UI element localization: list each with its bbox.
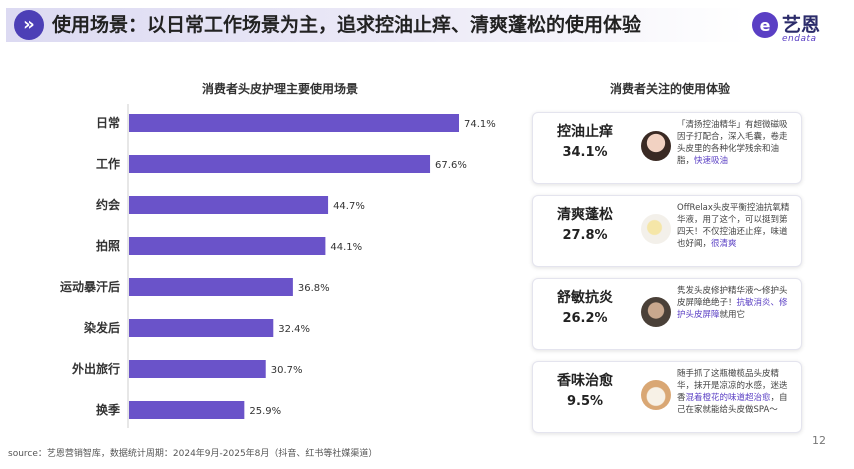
bar-value-label: 25.9% [249, 406, 281, 417]
experience-metric: 控油止痒 34.1% [537, 121, 633, 175]
category-label: 运动暴汗后 [60, 279, 120, 294]
bar-value-label: 30.7% [271, 365, 303, 376]
bar [129, 114, 459, 132]
quote-text: 「清扬控油精华」有超微磁吸因子打配合，深入毛囊，卷走头皮里的各种化学残余和油脂， [677, 120, 788, 166]
experience-metric: 舒敏抗炎 26.2% [537, 287, 633, 341]
experience-name: 清爽蓬松 [557, 207, 613, 223]
category-label: 工作 [96, 156, 120, 171]
experience-quote: 随手抓了这瓶橄榄品头皮精华，抹开是凉凉的水感，迷迭香混着橙花的味道超治愈，自己在… [677, 368, 795, 416]
quote-highlight: 快速吸油 [694, 156, 729, 166]
cat-icon [641, 380, 671, 410]
experience-card: 清爽蓬松 27.8% OffRelax头皮平衡控油抗氧精华液，用了这个，可以挺到第四… [532, 195, 802, 267]
bar-value-label: 67.6% [435, 160, 467, 171]
page-title: 使用场景：以日常工作场景为主，追求控油止痒、清爽蓬松的使用体验 [52, 14, 642, 36]
quote-highlight: 混着橙花的味道超治愈 [685, 393, 771, 403]
category-label: 日常 [96, 115, 120, 130]
quote-text: OffRelax头皮平衡控油抗氧精华液，用了这个，可以挺到第四天！不仅控油还止痒… [677, 203, 790, 249]
category-label: 约会 [96, 197, 121, 212]
quote-text: 隽发头皮修护精华液～修护头皮屏障绝绝子！ [677, 286, 788, 308]
experience-name: 香味治愈 [557, 373, 613, 389]
experience-value: 27.8% [562, 228, 608, 243]
bar [129, 360, 266, 378]
experience-quote: 「清扬控油精华」有超微磁吸因子打配合，深入毛囊，卷走头皮里的各种化学残余和油脂，… [677, 119, 795, 167]
category-label: 染发后 [83, 320, 120, 335]
quote-highlight: 很清爽 [711, 239, 737, 249]
quote-text: 随手抓了这瓶橄榄品头皮精华，抹开是凉凉的水感，迷迭香 [677, 369, 788, 403]
flower-icon [641, 214, 671, 244]
experience-name: 控油止痒 [557, 124, 613, 140]
experience-quote: 隽发头皮修护精华液～修护头皮屏障绝绝子！抗敏消炎、修护头皮屏障就用它 [677, 285, 795, 321]
experience-value: 26.2% [562, 311, 608, 326]
endata-logo-icon: e [752, 12, 778, 38]
quote-text-end: ，自己在家就能给头皮做SPA～ [677, 393, 788, 415]
bar-value-label: 44.7% [333, 201, 365, 212]
logo-en: endata [782, 34, 817, 44]
experience-metric: 香味治愈 9.5% [537, 370, 633, 424]
woman-portrait-icon [641, 131, 671, 161]
bar [129, 278, 293, 296]
category-label: 拍照 [96, 238, 120, 253]
bar-value-label: 36.8% [298, 283, 330, 294]
person-photo-icon [641, 297, 671, 327]
quote-highlight: 抗敏消炎、修护头皮屏障 [677, 298, 788, 320]
experience-value: 34.1% [562, 145, 608, 160]
chart-title: 消费者头皮护理主要使用场景 [201, 82, 358, 96]
bar [129, 319, 274, 337]
bar [129, 237, 326, 255]
quote-text-end: 就用它 [719, 310, 746, 320]
title-background [6, 8, 746, 42]
brand-logo: e 艺恩 endata [752, 8, 842, 48]
experience-value: 9.5% [566, 394, 604, 409]
bar-value-label: 32.4% [278, 324, 310, 335]
title-bar: » 使用场景：以日常工作场景为主，追求控油止痒、清爽蓬松的使用体验 e 艺恩 e… [0, 0, 854, 52]
experience-card: 香味治愈 9.5% 随手抓了这瓶橄榄品头皮精华，抹开是凉凉的水感，迷迭香混着橙花的味… [532, 361, 802, 433]
category-label: 换季 [96, 402, 121, 417]
bar [129, 196, 329, 214]
usage-scenario-bar-chart: 日常 74.1% 工作 67.6% 约会 44.7% 拍照 44.1% 运动暴汗后 36.8% 染发… [60, 104, 496, 428]
page-number: 12 [812, 434, 826, 447]
source-note: source：艺恩营销智库，数据统计周期：2024年9月-2025年8月（抖音、… [8, 449, 378, 459]
experience-metric: 清爽蓬松 27.8% [537, 204, 633, 258]
bar-value-label: 74.1% [464, 119, 496, 130]
bar [129, 401, 245, 419]
double-chevron-right-icon: » [14, 10, 44, 40]
logo-cn: 艺恩 [782, 14, 821, 36]
category-label: 外出旅行 [72, 361, 120, 376]
bar-value-label: 44.1% [330, 242, 362, 253]
experience-name: 舒敏抗炎 [557, 290, 613, 306]
experience-card: 控油止痒 34.1% 「清扬控油精华」有超微磁吸因子打配合，深入毛囊，卷走头皮里的各… [532, 112, 802, 184]
experience-card: 舒敏抗炎 26.2% 隽发头皮修护精华液～修护头皮屏障绝绝子！抗敏消炎、修护头皮屏障… [532, 278, 802, 350]
experience-quote: OffRelax头皮平衡控油抗氧精华液，用了这个，可以挺到第四天！不仅控油还止痒… [677, 202, 795, 250]
bar [129, 155, 431, 173]
experience-panel-title: 消费者关注的使用体验 [609, 82, 730, 96]
